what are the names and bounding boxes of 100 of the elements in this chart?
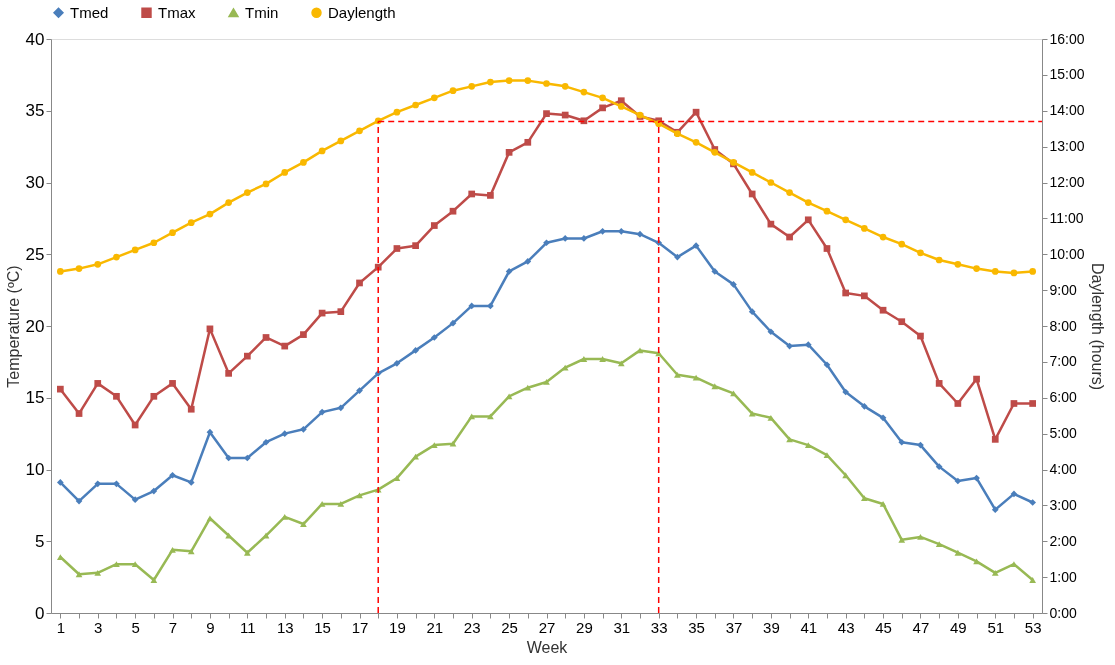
legend-label: Tmax <box>158 3 196 21</box>
point <box>917 332 924 340</box>
point <box>187 479 195 486</box>
point <box>543 80 550 87</box>
point <box>449 87 457 95</box>
point <box>187 219 195 227</box>
y2-tick-label: 11:00 <box>1049 209 1084 226</box>
point <box>468 83 476 90</box>
y2-tick-label: 15:00 <box>1049 66 1085 83</box>
x-tick-label: 39 <box>763 618 780 636</box>
point <box>131 246 139 254</box>
point <box>898 438 906 446</box>
y2-tick-label: 2:00 <box>1049 532 1077 549</box>
point <box>337 308 345 315</box>
point <box>75 497 83 505</box>
point <box>861 495 868 502</box>
x-tick-label: 31 <box>613 618 631 636</box>
point <box>935 541 943 548</box>
y2-tick-label: 12:00 <box>1049 174 1085 190</box>
point <box>599 356 606 362</box>
point <box>1029 400 1036 407</box>
point <box>861 403 868 410</box>
point <box>599 94 606 102</box>
y2-tick-label: 13:00 <box>1049 138 1085 155</box>
point <box>131 561 139 568</box>
x-tick-label: 33 <box>650 618 668 636</box>
point <box>861 225 868 232</box>
point <box>1029 268 1036 275</box>
y-tick-label: 10 <box>25 460 45 479</box>
point <box>692 108 700 116</box>
point <box>57 268 64 275</box>
point <box>879 414 887 422</box>
point <box>430 222 438 229</box>
point <box>561 235 569 242</box>
point <box>748 169 756 176</box>
point <box>1010 269 1018 277</box>
point <box>617 227 625 235</box>
point <box>187 405 195 413</box>
point <box>300 159 307 166</box>
point <box>57 385 64 393</box>
point <box>991 268 999 275</box>
point <box>505 149 513 156</box>
point <box>150 239 158 247</box>
point <box>57 479 64 486</box>
point <box>57 554 64 560</box>
point <box>543 239 550 247</box>
point <box>169 380 176 387</box>
point <box>300 331 307 338</box>
point <box>580 356 588 362</box>
y-tick-label: 0 <box>35 603 45 623</box>
x-tick-label: 47 <box>912 618 930 636</box>
point <box>449 207 457 215</box>
point <box>300 425 307 433</box>
point <box>991 506 999 514</box>
point <box>674 253 681 261</box>
y-tick-label: 20 <box>25 316 45 336</box>
point <box>674 371 681 378</box>
y-tick-label: 15 <box>25 388 45 408</box>
y2-tick-label: 6:00 <box>1049 389 1077 406</box>
point <box>113 480 120 488</box>
point <box>599 227 606 235</box>
point <box>262 438 270 446</box>
point <box>973 375 980 383</box>
point <box>430 334 438 341</box>
point <box>543 379 550 385</box>
y2-tick-label: 14:00 <box>1049 102 1085 119</box>
point <box>748 308 756 315</box>
point <box>393 108 401 116</box>
point <box>243 549 251 556</box>
point <box>94 380 102 387</box>
point <box>786 189 793 196</box>
point <box>300 521 307 527</box>
x-tick-label: 37 <box>725 618 743 636</box>
point <box>449 319 457 327</box>
point <box>318 147 326 155</box>
x-tick-label: 49 <box>950 618 967 636</box>
x-tick-label: 51 <box>987 618 1005 636</box>
legend-label: Daylength <box>328 3 396 21</box>
point <box>561 111 569 119</box>
point <box>487 302 494 310</box>
point <box>150 577 158 583</box>
point <box>898 318 906 326</box>
y2-tick-label: 9:00 <box>1049 281 1077 298</box>
point <box>337 501 345 507</box>
point <box>243 352 251 360</box>
point <box>692 374 700 381</box>
legend-label: Tmin <box>245 3 279 21</box>
y2-tick-label: 8:00 <box>1049 317 1077 334</box>
x-tick-label: 17 <box>351 618 369 636</box>
y2-tick-label: 7:00 <box>1049 353 1077 370</box>
point <box>935 256 943 264</box>
point <box>412 101 419 109</box>
x-tick-label: 29 <box>576 618 593 636</box>
point <box>823 207 831 215</box>
point <box>935 463 943 470</box>
point <box>617 103 625 110</box>
point <box>580 88 588 96</box>
point <box>804 442 812 449</box>
y-tick-label: 5 <box>35 531 45 551</box>
y2-tick-label: 1:00 <box>1049 568 1077 585</box>
